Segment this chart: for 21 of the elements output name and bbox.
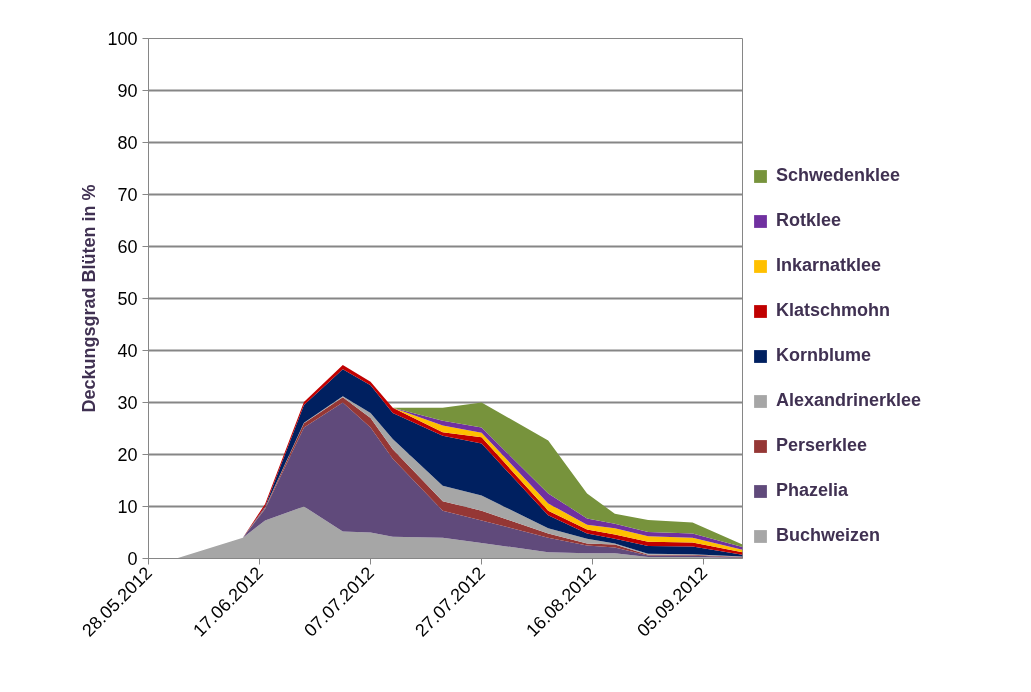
legend-label: Kornblume	[776, 345, 872, 366]
y-axis-title: Deckungsgrad Blüten in %	[79, 184, 100, 413]
y-tick-label: 40	[117, 341, 138, 361]
y-tick-label: 10	[117, 497, 138, 517]
y-tick-label: 90	[117, 81, 138, 101]
legend-label: Buchweizen	[776, 525, 881, 546]
legend-label: Rotklee	[776, 210, 842, 231]
legend-label: Phazelia	[776, 480, 849, 501]
y-tick-label: 50	[117, 289, 138, 309]
y-tick-label: 80	[117, 133, 138, 153]
legend-label: Alexandrinerklee	[776, 390, 922, 411]
y-tick-label: 0	[127, 549, 138, 569]
y-tick-label: 70	[117, 185, 138, 205]
y-tick-label: 100	[107, 29, 138, 49]
legend-label: Inkarnatklee	[776, 255, 882, 276]
legend-label: Klatschmohn	[776, 300, 891, 321]
legend-label: Perserklee	[776, 435, 868, 456]
y-tick-label: 30	[117, 393, 138, 413]
y-tick-label: 20	[117, 445, 138, 465]
y-tick-label: 60	[117, 237, 138, 257]
legend-label: Schwedenklee	[776, 165, 901, 186]
